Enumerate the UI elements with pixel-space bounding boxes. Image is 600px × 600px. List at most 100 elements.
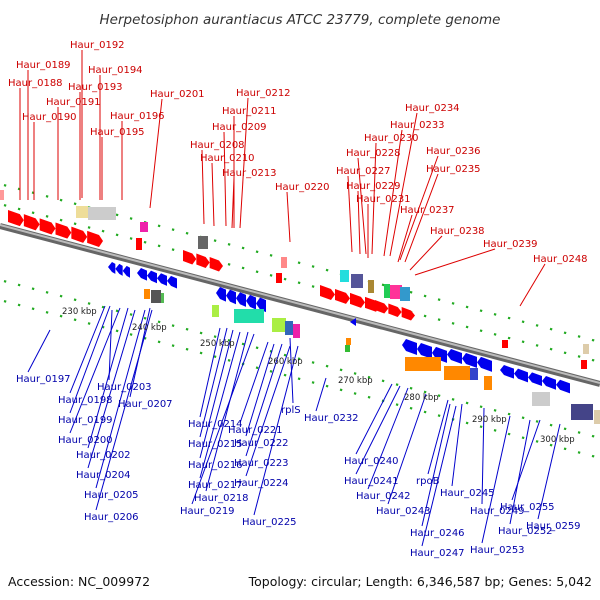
gene-label[interactable]: Haur_0207 [118,399,173,410]
gene-label[interactable]: Haur_0228 [346,148,401,159]
gene-block [151,290,161,303]
gene-arrow-reverse [157,273,167,286]
gene-label[interactable]: Haur_0201 [150,89,205,100]
gene-block [346,338,351,345]
gene-label[interactable]: Haur_0196 [110,111,165,122]
gene-arrow-reverse [137,268,147,281]
gene-arrow-reverse [350,318,356,326]
gene-label[interactable]: Haur_0214 [188,419,243,430]
gene-labels: Haur_0192 Haur_0189 Haur_0194 Haur_0188 Haur… [8,40,588,559]
gene-label[interactable]: Haur_0259 [526,521,581,532]
gene-label[interactable]: Haur_0247 [410,548,465,559]
gene-label[interactable]: Haur_0225 [242,517,297,528]
gene-label[interactable]: Haur_0237 [400,205,455,216]
gene-label[interactable]: Haur_0204 [76,470,131,481]
gene-block [532,392,550,406]
gene-label[interactable]: Haur_0245 [440,488,495,499]
gene-label[interactable]: Haur_0232 [304,413,359,424]
gene-arrow-reverse [556,379,570,394]
gene-block [405,357,441,371]
gene-label[interactable]: Haur_0252 [498,526,553,537]
gene-arrow-forward [196,253,210,269]
gene-label[interactable]: Haur_0208 [190,140,245,151]
gene-arrow-reverse [122,265,130,278]
gene-arrow-reverse [256,297,266,313]
tick-label: 260 kbp [268,357,303,367]
gene-label[interactable]: Haur_0199 [58,415,113,426]
gene-label[interactable]: Haur_0231 [356,194,411,205]
gene-label[interactable]: Haur_0215 [188,439,243,450]
gene-label[interactable]: Haur_0195 [90,127,145,138]
gene-block [272,318,286,332]
gene-label[interactable]: Haur_0255 [500,502,555,513]
gene-label[interactable]: Haur_0227 [336,166,391,177]
gene-label[interactable]: Haur_0191 [46,97,101,108]
gene-label[interactable]: Haur_0249 [470,506,525,517]
gene-arrow-reverse [528,372,542,387]
gene-label[interactable]: Haur_0193 [68,82,123,93]
gene-label[interactable]: Haur_0233 [390,120,445,131]
gene-label[interactable]: Haur_0188 [8,78,63,89]
gene-label[interactable]: Haur_0205 [84,490,139,501]
gene-block [198,236,208,249]
gene-block [345,345,350,352]
tick-label: 290 kbp [472,415,507,425]
gene-label[interactable]: Haur_0230 [364,133,419,144]
gene-label[interactable]: Haur_0190 [22,112,77,123]
gene-label[interactable]: Haur_0229 [346,181,401,192]
gene-block [144,289,150,299]
tick-label: 300 kbp [540,435,575,445]
gene-label[interactable]: Haur_0213 [222,168,277,179]
gene-label[interactable]: Haur_0223 [234,458,289,469]
gene-label[interactable]: Haur_0238 [430,226,485,237]
tick-label: 250 kbp [200,339,235,349]
gene-label[interactable]: Haur_0241 [344,476,399,487]
gene-arrow-reverse [147,270,157,284]
gene-arrow-forward [320,285,335,300]
gene-label[interactable]: Haur_0200 [58,435,113,446]
gene-label[interactable]: Haur_0224 [234,478,289,489]
gene-label[interactable]: Haur_0235 [426,164,481,175]
gene-label[interactable]: Haur_0242 [356,491,411,502]
gene-label[interactable]: Haur_0216 [188,460,243,471]
gene-label[interactable]: Haur_0253 [470,545,525,556]
gene-arrow-reverse [402,339,417,355]
gene-label[interactable]: Haur_0203 [97,382,152,393]
gene-label[interactable]: Haur_0209 [212,122,267,133]
gene-label[interactable]: Haur_0240 [344,456,399,467]
gene-block [594,410,600,424]
gene-label[interactable]: Haur_0189 [16,60,71,71]
gene-label[interactable]: Haur_0219 [180,506,235,517]
gene-label[interactable]: Haur_0218 [194,493,249,504]
gene-label[interactable]: Haur_0217 [188,480,243,491]
gene-label[interactable]: Haur_0197 [16,374,71,385]
gene-label[interactable]: Haur_0248 [533,254,588,265]
gene-label[interactable]: rpoB [416,476,440,487]
gene-label[interactable]: Haur_0236 [426,146,481,157]
gene-label[interactable]: Haur_0202 [76,450,131,461]
gene-label[interactable]: Haur_0198 [58,395,113,406]
gene-label[interactable]: Haur_0206 [84,512,139,523]
gene-arrow-forward [87,230,103,248]
gene-label[interactable]: Haur_0243 [376,506,431,517]
gene-block [390,285,402,299]
gene-label[interactable]: Haur_0212 [236,88,291,99]
gene-label[interactable]: Haur_0221 [228,425,283,436]
gene-label[interactable]: Haur_0234 [405,103,460,114]
gene-label[interactable]: Haur_0210 [200,153,255,164]
gene-label[interactable]: Haur_0220 [275,182,330,193]
gene-block [234,309,264,323]
gene-label[interactable]: Haur_0246 [410,528,465,539]
gene-block [88,207,116,220]
gene-arrow-reverse [236,292,246,307]
tick-labels: 230 kbp 240 kbp 250 kbp 260 kbp 270 kbp 280 k… [62,307,575,445]
gene-label[interactable]: Haur_0194 [88,65,143,76]
gene-label[interactable]: Haur_0239 [483,239,538,250]
gene-label[interactable]: rplS [281,405,301,416]
gene-label[interactable]: Haur_0222 [234,438,289,449]
gene-label[interactable]: Haur_0192 [70,40,125,51]
gene-arrow-reverse [167,275,177,289]
gene-arrow-forward [388,303,402,318]
gene-label[interactable]: Haur_0211 [222,106,277,117]
gene-block [161,293,164,303]
